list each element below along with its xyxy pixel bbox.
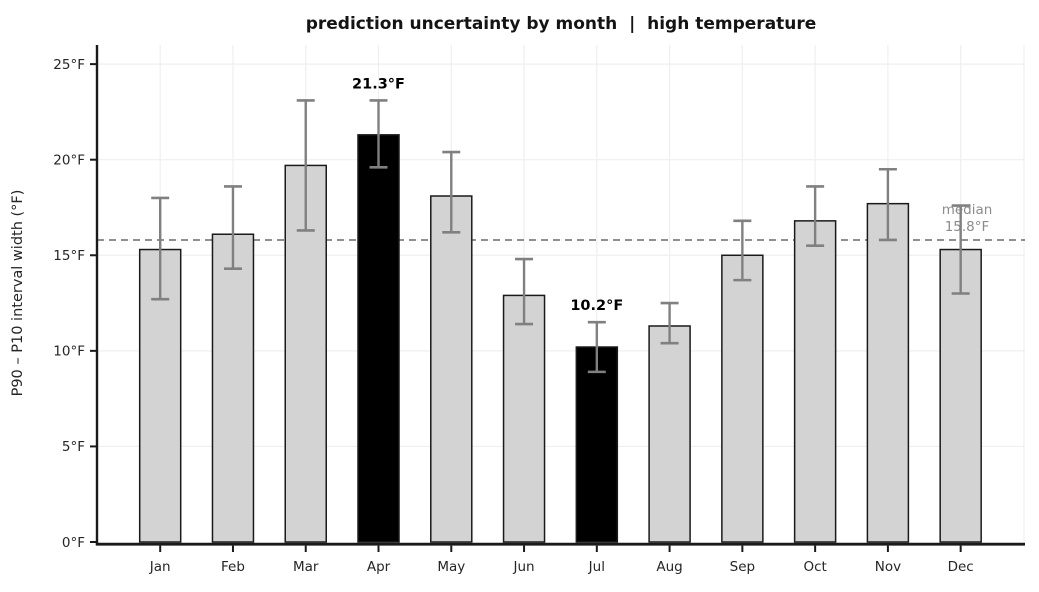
bar-oct [793, 220, 837, 543]
bar-jun [502, 294, 546, 543]
bar-aug [648, 325, 691, 543]
bar-dec [939, 248, 982, 543]
y-tick-label: 20°F [53, 152, 85, 168]
bar-feb [211, 233, 255, 543]
x-tick-label: Feb [221, 559, 245, 575]
bar-value-label: 10.2°F [570, 298, 623, 314]
x-tick-label: May [437, 559, 465, 575]
y-tick-label: 10°F [53, 344, 85, 360]
bar-sep [721, 254, 764, 543]
x-tick-label: Sep [730, 559, 755, 575]
y-tick-label: 0°F [62, 535, 85, 551]
bar-apr [357, 134, 400, 543]
bar-jul [575, 346, 619, 543]
y-tick-label: 15°F [53, 248, 85, 264]
x-tick-label: Nov [875, 559, 901, 575]
x-tick-label: Apr [367, 559, 391, 575]
x-tick-label: Jun [513, 559, 535, 575]
x-tick-label: Mar [293, 559, 319, 575]
x-tick-label: Dec [948, 559, 974, 575]
x-tick-label: Oct [803, 559, 826, 575]
y-axis-label: P90 – P10 interval width (°F) [10, 190, 26, 397]
y-tick-label: 25°F [53, 57, 85, 73]
x-tick-label: Jul [588, 559, 605, 575]
x-tick-label: Aug [656, 559, 682, 575]
chart-title: prediction uncertainty by month | high t… [306, 14, 817, 34]
bar-nov [866, 202, 910, 543]
bar-may [430, 195, 473, 543]
x-tick-label: Jan [149, 559, 171, 575]
bar-value-label: 21.3°F [352, 76, 405, 92]
plot-area: median15.8°F21.3°F10.2°F0°F5°F10°F15°F20… [53, 45, 1025, 575]
y-tick-label: 5°F [62, 439, 85, 455]
median-label-line2: 15.8°F [945, 219, 990, 235]
